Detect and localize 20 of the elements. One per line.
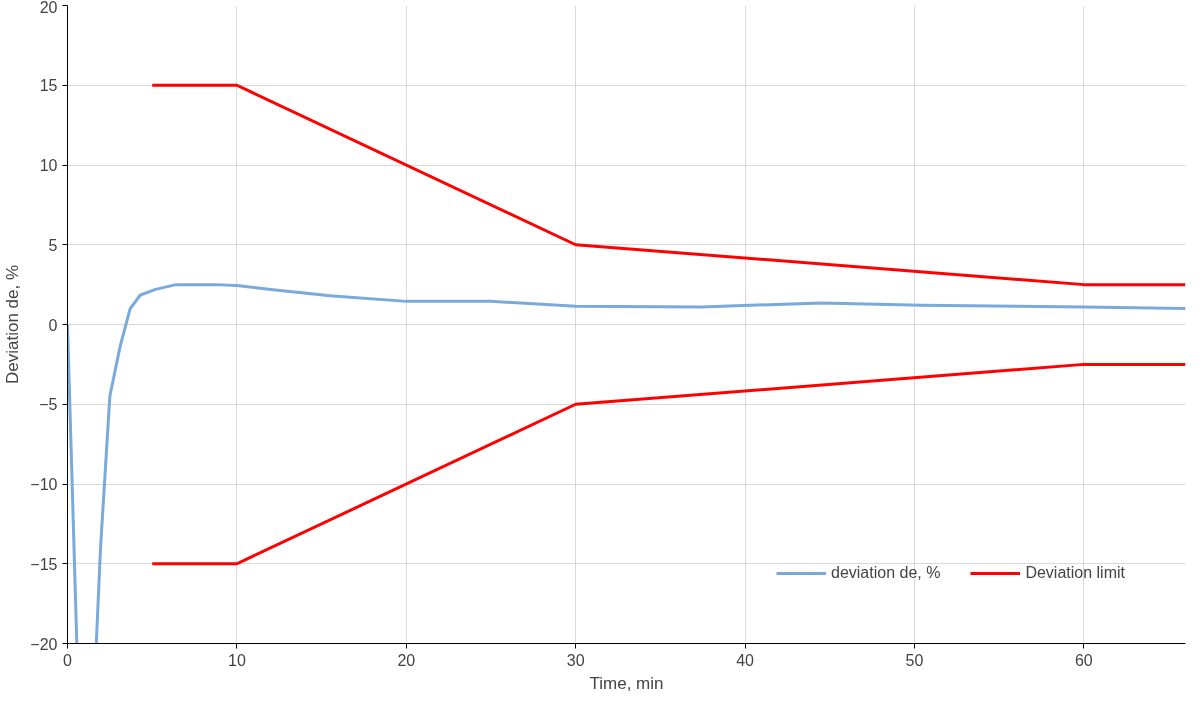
y-tick-label: −10 <box>30 476 58 493</box>
y-tick-label: 5 <box>48 236 58 254</box>
legend-label: Deviation limit <box>1025 564 1125 582</box>
y-tick-label: 15 <box>39 77 58 95</box>
x-tick-label: 50 <box>905 651 924 669</box>
x-axis-title: Time, min <box>589 673 664 693</box>
x-tick-label: 30 <box>566 651 585 669</box>
y-tick-label: 20 <box>39 0 58 16</box>
y-tick-label: −5 <box>39 396 58 414</box>
y-tick-label: 0 <box>48 316 58 334</box>
x-tick-label: 20 <box>397 651 416 669</box>
y-tick-label: −20 <box>30 635 58 653</box>
x-tick-label: 60 <box>1074 651 1093 669</box>
x-tick-label: 0 <box>63 651 73 669</box>
y-tick-label: −15 <box>30 555 58 573</box>
x-tick-label: 10 <box>228 651 246 669</box>
legend-label: deviation de, % <box>831 564 941 582</box>
x-tick-label: 40 <box>736 651 755 669</box>
y-axis-title: Deviation de, % <box>3 264 23 385</box>
y-tick-label: 10 <box>39 157 58 174</box>
